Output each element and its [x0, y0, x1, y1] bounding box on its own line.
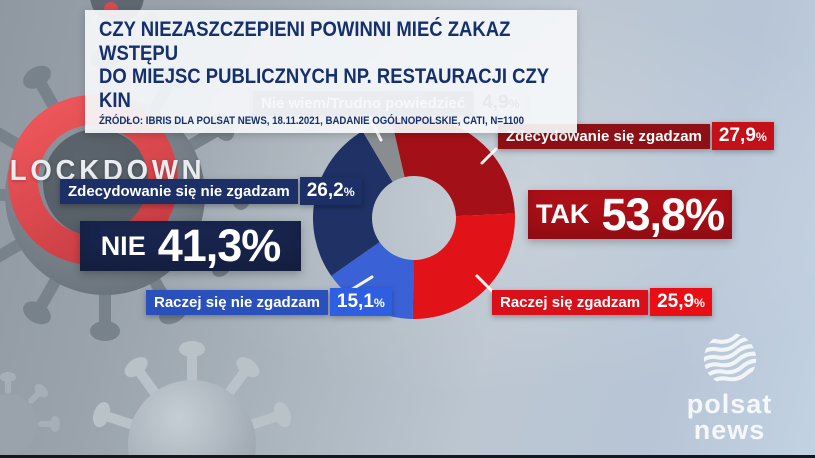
bottom-edge-bar — [0, 455, 815, 458]
donut-segment-0 — [391, 117, 515, 217]
segment-label: Zdecydowanie się nie zgadzam — [60, 178, 298, 204]
donut-segment-1 — [412, 213, 515, 319]
question-title-line2: DO MIEJSC PUBLICZNYCH NP. RESTAURACJI CZ… — [99, 65, 549, 112]
callout-raczej-nie-zgadzam: Raczej się nie zgadzam 15,1% — [146, 288, 392, 316]
polsat-globe-icon — [700, 330, 759, 387]
segment-value: 25,9% — [650, 288, 713, 316]
no-total-box: NIE 41,3% — [80, 220, 301, 271]
yes-value: 53,8% — [601, 188, 725, 240]
segment-label: Raczej się zgadzam — [492, 289, 649, 315]
yes-total-box: TAK 53,8% — [528, 188, 732, 240]
brand-polsat: polsat — [686, 389, 773, 419]
no-value: 41,3% — [157, 220, 282, 271]
segment-value: 15,1% — [329, 288, 392, 316]
virus-small-corner — [0, 372, 60, 454]
question-title-line1: CZY NIEZASZCZEPIENI POWINNI MIEĆ ZAKAZ W… — [99, 18, 511, 65]
callout-zdecydowanie-nie-zgadzam: Zdecydowanie się nie zgadzam 26,2% — [60, 177, 362, 205]
callout-raczej-zgadzam: Raczej się zgadzam 25,9% — [492, 288, 713, 316]
polsat-news-logo: polsat news — [672, 330, 787, 443]
brand-news: news — [693, 414, 766, 445]
segment-value: 27,9% — [711, 122, 774, 150]
source-line: ŹRÓDŁO: IBRIS DLA POLSAT NEWS, 18.11.202… — [99, 115, 525, 128]
segment-label: Raczej się nie zgadzam — [146, 289, 328, 315]
yes-word: TAK — [535, 199, 590, 229]
virus-bottom — [93, 341, 291, 458]
segment-value: 26,2% — [299, 177, 362, 205]
question-card: CZY NIEZASZCZEPIENI POWINNI MIEĆ ZAKAZ W… — [85, 10, 577, 134]
no-word: NIE — [100, 230, 146, 261]
